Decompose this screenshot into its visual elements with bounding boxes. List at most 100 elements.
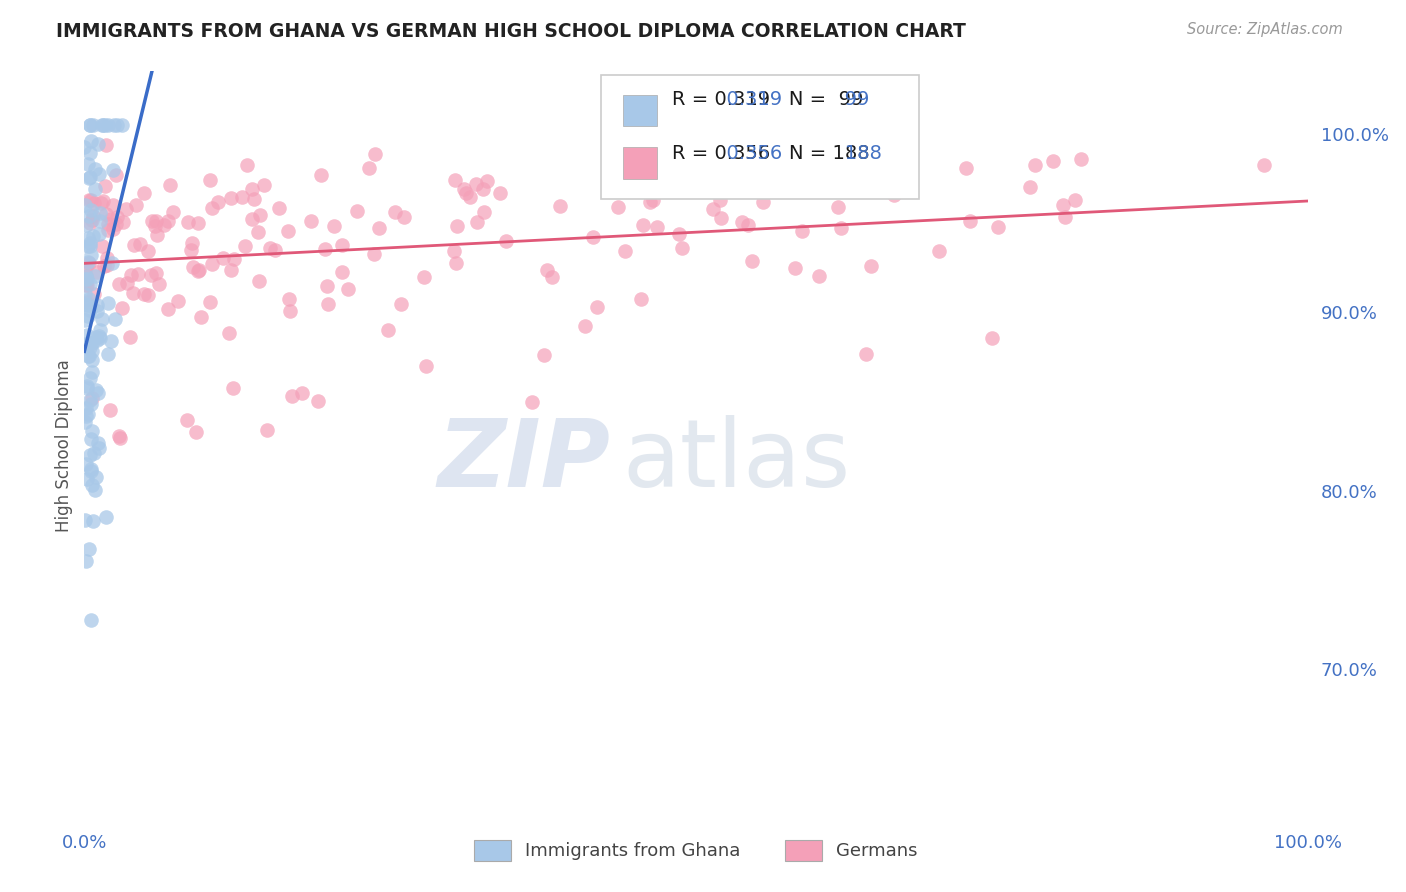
Point bbox=[156, 214, 179, 228]
Point bbox=[928, 244, 950, 259]
Point bbox=[83, 446, 105, 460]
Point bbox=[456, 186, 478, 201]
Point bbox=[91, 118, 114, 132]
Point bbox=[264, 243, 287, 257]
Point bbox=[495, 234, 517, 248]
Point bbox=[314, 242, 336, 256]
Point bbox=[1042, 154, 1064, 169]
Point bbox=[84, 268, 107, 283]
Point bbox=[259, 241, 281, 255]
Point bbox=[222, 381, 245, 395]
Point bbox=[79, 118, 101, 132]
Point bbox=[86, 333, 108, 347]
Point bbox=[1053, 210, 1076, 224]
Point bbox=[233, 239, 256, 253]
Point bbox=[75, 198, 97, 212]
Point bbox=[82, 212, 104, 227]
Point bbox=[224, 252, 246, 267]
Point bbox=[97, 347, 120, 361]
Point bbox=[240, 181, 263, 195]
Point bbox=[614, 244, 637, 258]
Point bbox=[79, 302, 101, 317]
Point bbox=[125, 198, 148, 212]
Point bbox=[96, 118, 118, 132]
Point bbox=[138, 244, 160, 258]
Point bbox=[359, 161, 381, 175]
Point bbox=[1019, 179, 1042, 194]
Point bbox=[330, 265, 353, 279]
Point bbox=[87, 436, 110, 450]
Point bbox=[869, 176, 891, 190]
Point bbox=[90, 195, 112, 210]
Point bbox=[105, 217, 128, 231]
Point bbox=[80, 134, 103, 148]
FancyBboxPatch shape bbox=[623, 95, 657, 126]
Point bbox=[981, 331, 1004, 345]
Point bbox=[586, 301, 609, 315]
Point bbox=[80, 336, 103, 351]
Point bbox=[256, 423, 278, 437]
Point bbox=[76, 379, 98, 393]
Point bbox=[668, 227, 690, 241]
Point bbox=[394, 211, 416, 225]
Point bbox=[472, 182, 495, 196]
Point bbox=[533, 348, 555, 362]
Point bbox=[73, 287, 96, 301]
Point bbox=[79, 239, 101, 253]
Point bbox=[76, 328, 98, 343]
Point bbox=[638, 195, 661, 210]
Point bbox=[236, 158, 259, 172]
Point bbox=[75, 457, 97, 471]
Point bbox=[79, 464, 101, 478]
Point bbox=[710, 211, 733, 226]
Point bbox=[336, 282, 359, 296]
Point bbox=[96, 138, 118, 153]
Point bbox=[444, 256, 467, 270]
Point bbox=[75, 409, 97, 423]
Point bbox=[141, 268, 163, 282]
Point bbox=[77, 309, 100, 323]
Point bbox=[278, 292, 301, 306]
Point bbox=[105, 118, 128, 132]
Point bbox=[100, 256, 122, 270]
Point bbox=[190, 310, 212, 324]
Point bbox=[808, 268, 831, 283]
Point bbox=[79, 216, 101, 230]
Point bbox=[103, 118, 125, 132]
Point bbox=[763, 171, 786, 186]
Point bbox=[122, 238, 145, 252]
Point bbox=[751, 194, 773, 209]
Point bbox=[118, 330, 141, 344]
Point bbox=[75, 415, 97, 429]
Point bbox=[91, 194, 114, 208]
Point bbox=[157, 302, 180, 317]
Point bbox=[97, 295, 120, 310]
Point bbox=[231, 189, 253, 203]
Point bbox=[110, 431, 132, 445]
Point bbox=[79, 277, 101, 292]
Point bbox=[1070, 153, 1092, 167]
Point bbox=[181, 260, 204, 275]
Point bbox=[75, 219, 97, 233]
Point bbox=[76, 231, 98, 245]
Point bbox=[77, 407, 100, 421]
Point bbox=[281, 389, 304, 403]
Point bbox=[111, 214, 134, 228]
Point bbox=[80, 391, 103, 405]
Point bbox=[444, 173, 467, 187]
Point bbox=[488, 186, 510, 201]
Point bbox=[465, 177, 488, 191]
Point bbox=[145, 266, 167, 280]
Point bbox=[453, 182, 475, 196]
Point bbox=[97, 223, 120, 237]
Point bbox=[143, 219, 166, 233]
Point bbox=[83, 196, 105, 211]
Point bbox=[73, 297, 96, 311]
Point bbox=[278, 303, 301, 318]
Point bbox=[322, 219, 344, 234]
Point bbox=[80, 343, 103, 358]
Point bbox=[77, 349, 100, 363]
Point bbox=[520, 395, 543, 409]
Point bbox=[299, 214, 322, 228]
Point bbox=[83, 162, 105, 177]
